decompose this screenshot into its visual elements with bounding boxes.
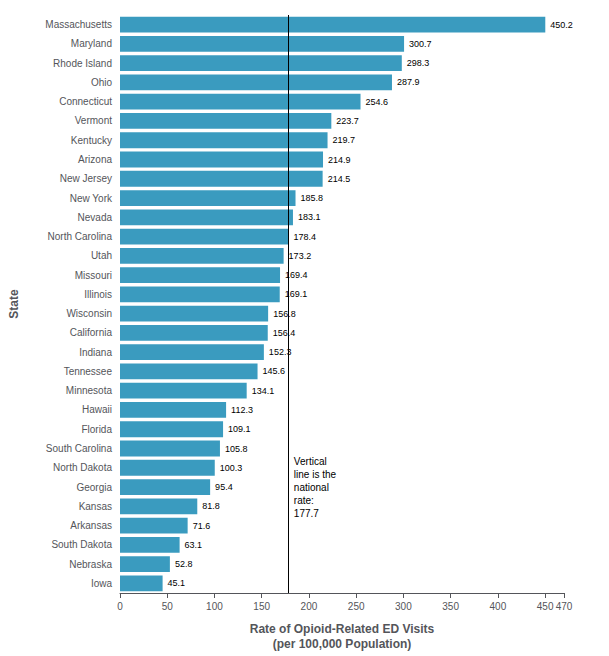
svg-text:298.3: 298.3 <box>407 58 430 68</box>
svg-text:45.1: 45.1 <box>168 578 186 588</box>
svg-text:200: 200 <box>301 601 318 612</box>
svg-text:Minnesota: Minnesota <box>66 385 113 396</box>
svg-text:Utah: Utah <box>91 250 112 261</box>
svg-text:287.9: 287.9 <box>397 77 420 87</box>
svg-text:173.2: 173.2 <box>289 251 312 261</box>
svg-text:California: California <box>70 327 113 338</box>
svg-text:Kentucky: Kentucky <box>71 135 112 146</box>
svg-text:0: 0 <box>117 601 123 612</box>
svg-text:Maryland: Maryland <box>71 38 112 49</box>
svg-text:470: 470 <box>556 601 573 612</box>
svg-text:63.1: 63.1 <box>185 540 203 550</box>
svg-text:Missouri: Missouri <box>75 270 112 281</box>
svg-text:169.4: 169.4 <box>285 270 308 281</box>
svg-text:State: State <box>7 289 21 319</box>
svg-text:Nevada: Nevada <box>78 212 113 223</box>
svg-text:300: 300 <box>395 601 412 612</box>
svg-text:Wisconsin: Wisconsin <box>66 308 112 319</box>
svg-text:95.4: 95.4 <box>215 482 233 492</box>
svg-text:Vermont: Vermont <box>75 115 112 126</box>
svg-text:North Carolina: North Carolina <box>48 231 113 242</box>
svg-text:Indiana: Indiana <box>79 347 112 358</box>
svg-text:Kansas: Kansas <box>79 501 112 512</box>
svg-text:450.2: 450.2 <box>550 20 573 30</box>
svg-text:300.7: 300.7 <box>409 39 432 49</box>
svg-text:223.7: 223.7 <box>336 116 359 126</box>
svg-text:145.6: 145.6 <box>263 366 286 376</box>
svg-text:112.3: 112.3 <box>231 405 253 415</box>
svg-text:177.7: 177.7 <box>294 508 319 519</box>
svg-text:Georgia: Georgia <box>76 482 112 493</box>
svg-text:178.4: 178.4 <box>294 232 317 242</box>
svg-text:214.9: 214.9 <box>328 155 351 165</box>
svg-text:national: national <box>294 482 329 493</box>
svg-text:105.8: 105.8 <box>225 444 248 454</box>
svg-text:Massachusetts: Massachusetts <box>45 19 112 30</box>
svg-text:100.3: 100.3 <box>220 463 243 473</box>
svg-text:Arkansas: Arkansas <box>70 520 112 531</box>
svg-text:52.8: 52.8 <box>175 559 193 569</box>
svg-text:81.8: 81.8 <box>202 501 220 511</box>
svg-text:214.5: 214.5 <box>328 174 351 184</box>
svg-text:New Jersey: New Jersey <box>60 173 112 184</box>
svg-text:Tennessee: Tennessee <box>64 366 113 377</box>
svg-text:(per 100,000 Population): (per 100,000 Population) <box>273 637 412 651</box>
svg-text:169.1: 169.1 <box>284 289 308 300</box>
svg-text:50: 50 <box>162 601 174 612</box>
svg-text:Connecticut: Connecticut <box>59 96 112 107</box>
svg-text:254.6: 254.6 <box>366 97 389 107</box>
svg-text:185.8: 185.8 <box>301 193 324 203</box>
svg-text:Hawaii: Hawaii <box>82 404 112 415</box>
svg-text:156.8: 156.8 <box>273 309 296 319</box>
svg-text:line is the: line is the <box>294 469 337 480</box>
svg-text:Florida: Florida <box>81 424 112 435</box>
svg-text:450: 450 <box>537 601 554 612</box>
svg-text:134.1: 134.1 <box>252 386 275 396</box>
svg-text:250: 250 <box>348 601 365 612</box>
svg-text:219.7: 219.7 <box>333 135 356 145</box>
svg-text:Rhode Island: Rhode Island <box>53 58 112 69</box>
svg-text:109.1: 109.1 <box>228 424 251 434</box>
svg-text:Illinois: Illinois <box>84 289 112 300</box>
svg-text:100: 100 <box>206 601 223 612</box>
svg-text:Ohio: Ohio <box>91 77 113 88</box>
svg-text:71.6: 71.6 <box>193 521 211 531</box>
svg-text:South Carolina: South Carolina <box>46 443 113 454</box>
svg-text:South Dakota: South Dakota <box>51 539 112 550</box>
svg-text:183.1: 183.1 <box>298 212 321 222</box>
svg-text:150: 150 <box>253 601 270 612</box>
svg-text:New York: New York <box>70 193 113 204</box>
svg-text:152.3: 152.3 <box>268 347 292 358</box>
svg-text:156.4: 156.4 <box>273 328 296 338</box>
svg-text:North Dakota: North Dakota <box>53 462 112 473</box>
svg-text:350: 350 <box>442 601 459 612</box>
svg-text:Vertical: Vertical <box>294 456 327 467</box>
svg-text:Nebraska: Nebraska <box>69 559 112 570</box>
svg-text:Rate of Opioid-Related ED Visi: Rate of Opioid-Related ED Visits <box>250 622 435 636</box>
svg-text:Arizona: Arizona <box>78 154 112 165</box>
svg-text:400: 400 <box>490 601 507 612</box>
svg-text:rate:: rate: <box>294 495 314 506</box>
svg-text:Iowa: Iowa <box>91 578 113 589</box>
